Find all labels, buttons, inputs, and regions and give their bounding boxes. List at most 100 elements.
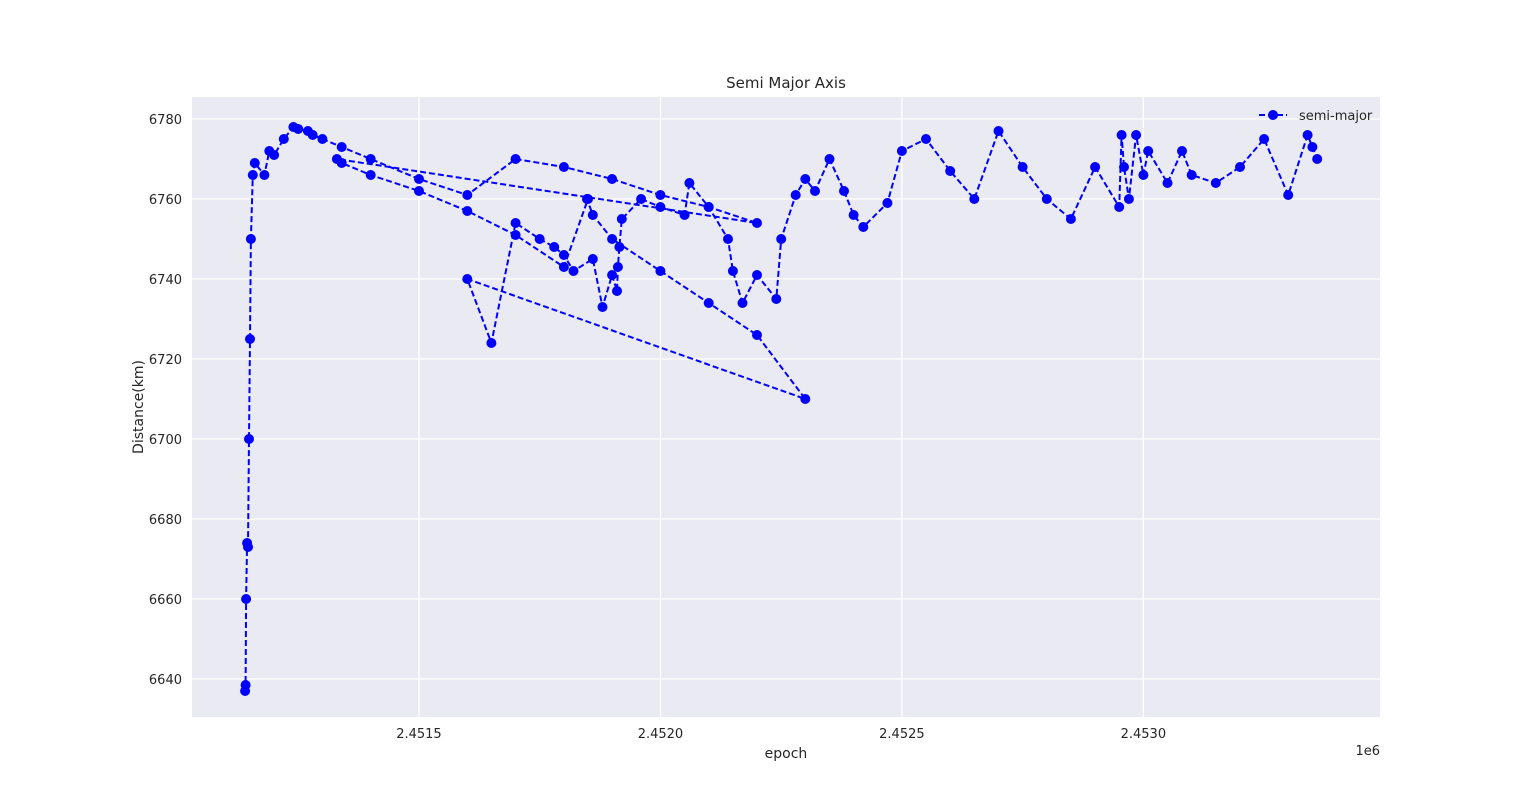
data-point [612,262,623,272]
data-point [293,124,304,134]
data-point [684,178,695,188]
data-point [1235,162,1245,172]
data-point [921,134,931,144]
data-point [882,198,893,208]
series-layer [240,122,1323,696]
data-point [752,330,762,340]
data-point [737,298,748,308]
legend-label: semi-major [1299,109,1373,124]
data-point [752,218,762,228]
y-tick-label: 6720 [149,353,182,368]
x-axis-offset-label: 1e6 [1355,744,1380,759]
data-point [703,202,714,212]
y-axis-ticks: 6640 6660 6680 6700 6720 6740 6760 6780 [149,113,182,688]
data-point [1119,162,1129,172]
x-tick-label: 2.4520 [638,727,684,742]
y-tick-label: 6760 [149,193,182,208]
data-point [278,134,289,144]
x-tick-label: 2.4530 [1121,727,1167,742]
data-point [703,298,714,308]
data-point [800,174,811,184]
gridlines [192,97,1380,717]
data-point [1090,162,1101,172]
data-point [612,286,622,296]
data-point [259,170,270,180]
x-axis-label: epoch [765,746,808,762]
data-point [1143,146,1154,156]
data-point [1123,194,1134,204]
data-point [365,154,376,164]
x-axis-ticks: 2.4515 2.4520 2.4525 2.4530 [396,727,1166,742]
data-point [510,230,521,240]
plot-area [192,97,1380,717]
data-point [1302,130,1313,140]
data-point [549,242,560,252]
data-point [607,234,618,244]
data-point [241,594,252,604]
data-point [969,194,980,204]
data-point [414,174,424,184]
data-point [568,266,579,276]
data-point [414,186,424,196]
data-point [1259,134,1270,144]
data-point [510,154,521,164]
data-point [243,542,253,552]
data-point [655,190,666,200]
data-point [776,234,787,244]
data-point [365,170,376,180]
data-point [790,190,801,200]
data-point [244,434,254,444]
legend-marker [1268,110,1278,120]
data-point [587,254,598,264]
data-point [771,294,782,304]
data-point [723,234,733,244]
data-point [462,206,473,216]
data-point [727,266,738,276]
data-point [636,194,647,204]
legend: semi-major [1259,109,1373,124]
data-point [558,162,569,172]
y-tick-label: 6700 [149,433,182,448]
data-point [810,186,820,196]
data-point [655,202,666,212]
data-point [317,134,328,144]
data-point [824,154,835,164]
data-point [558,250,569,260]
data-point [336,158,347,168]
data-point [587,210,598,220]
data-point [848,210,859,220]
x-tick-label: 2.4515 [396,727,442,742]
data-point [800,394,811,404]
data-point [1138,170,1149,180]
data-point [336,142,347,152]
y-tick-label: 6680 [149,513,182,528]
x-tick-label: 2.4525 [879,727,925,742]
data-point [1065,214,1076,224]
data-point [269,150,280,160]
y-tick-label: 6740 [149,273,182,288]
data-point [945,166,956,176]
data-point [582,194,592,204]
data-point [486,338,497,348]
data-point [462,190,473,200]
data-point [993,126,1004,136]
data-point [1041,194,1052,204]
data-point [1312,154,1323,164]
y-tick-label: 6660 [149,593,182,608]
data-point [607,174,618,184]
data-point [1116,130,1127,140]
data-point [1186,170,1197,180]
data-point [1017,162,1028,172]
data-point [1114,202,1125,212]
data-point [245,234,256,244]
data-point [1177,146,1187,156]
data-point [510,218,521,228]
data-point [240,680,251,690]
data-point [655,266,666,276]
data-point [558,262,569,272]
data-point [752,270,762,280]
data-point [307,130,318,140]
data-point [1283,190,1294,200]
